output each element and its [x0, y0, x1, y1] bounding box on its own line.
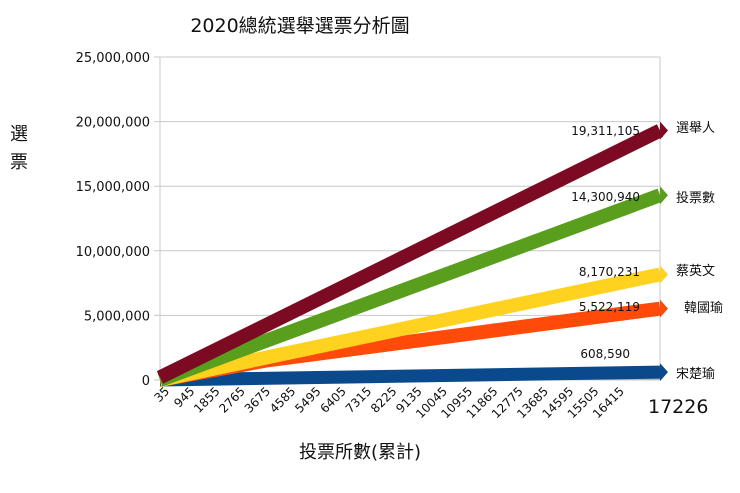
series-name-label: 蔡英文 [676, 264, 715, 279]
y-tick-label: 25,000,000 [76, 51, 150, 66]
series-end-marker [660, 363, 668, 382]
series-end-marker [660, 299, 668, 318]
y-tick-label: 15,000,000 [76, 180, 150, 195]
y-axis-label: 選票 [10, 124, 28, 173]
data-label: 5,522,119 [579, 300, 640, 314]
series-line-宋楚瑜 [159, 365, 661, 387]
y-tick-label: 5,000,000 [84, 309, 150, 324]
x-tick-label-last: 17226 [648, 396, 708, 418]
x-tick-label: 4585 [267, 384, 298, 415]
series-end-marker [660, 121, 668, 140]
x-tick-label: 2765 [216, 384, 247, 415]
x-tick-label: 6405 [317, 384, 348, 415]
x-tick-label: 7315 [343, 384, 374, 415]
x-axis-label: 投票所數(累計) [299, 442, 421, 463]
x-tick-label: 8225 [368, 384, 399, 415]
y-tick-label: 20,000,000 [76, 116, 150, 131]
series-name-label: 韓國瑜 [684, 301, 723, 316]
series-line-選舉人 [156, 124, 664, 384]
series-end-marker [660, 186, 668, 205]
series-name-label: 宋楚瑜 [676, 367, 715, 382]
chart-title: 2020總統選舉選票分析圖 [190, 15, 409, 37]
data-label: 608,590 [580, 347, 630, 361]
data-label: 19,311,105 [571, 124, 640, 138]
x-tick-label: 5495 [292, 384, 323, 415]
data-label: 8,170,231 [579, 265, 640, 279]
series-end-marker [660, 265, 668, 284]
y-tick-label: 0 [142, 374, 150, 389]
x-tick-label: 1855 [191, 384, 222, 415]
x-tick-label: 3675 [242, 384, 273, 415]
y-tick-label: 10,000,000 [76, 245, 150, 260]
x-tick-label: 35 [151, 384, 172, 405]
series-name-label: 投票數 [676, 190, 715, 206]
data-label: 14,300,940 [571, 190, 640, 204]
series-line-投票數 [157, 188, 663, 387]
series-name-label: 選舉人 [676, 120, 715, 136]
series-line-蔡英文 [158, 267, 662, 387]
